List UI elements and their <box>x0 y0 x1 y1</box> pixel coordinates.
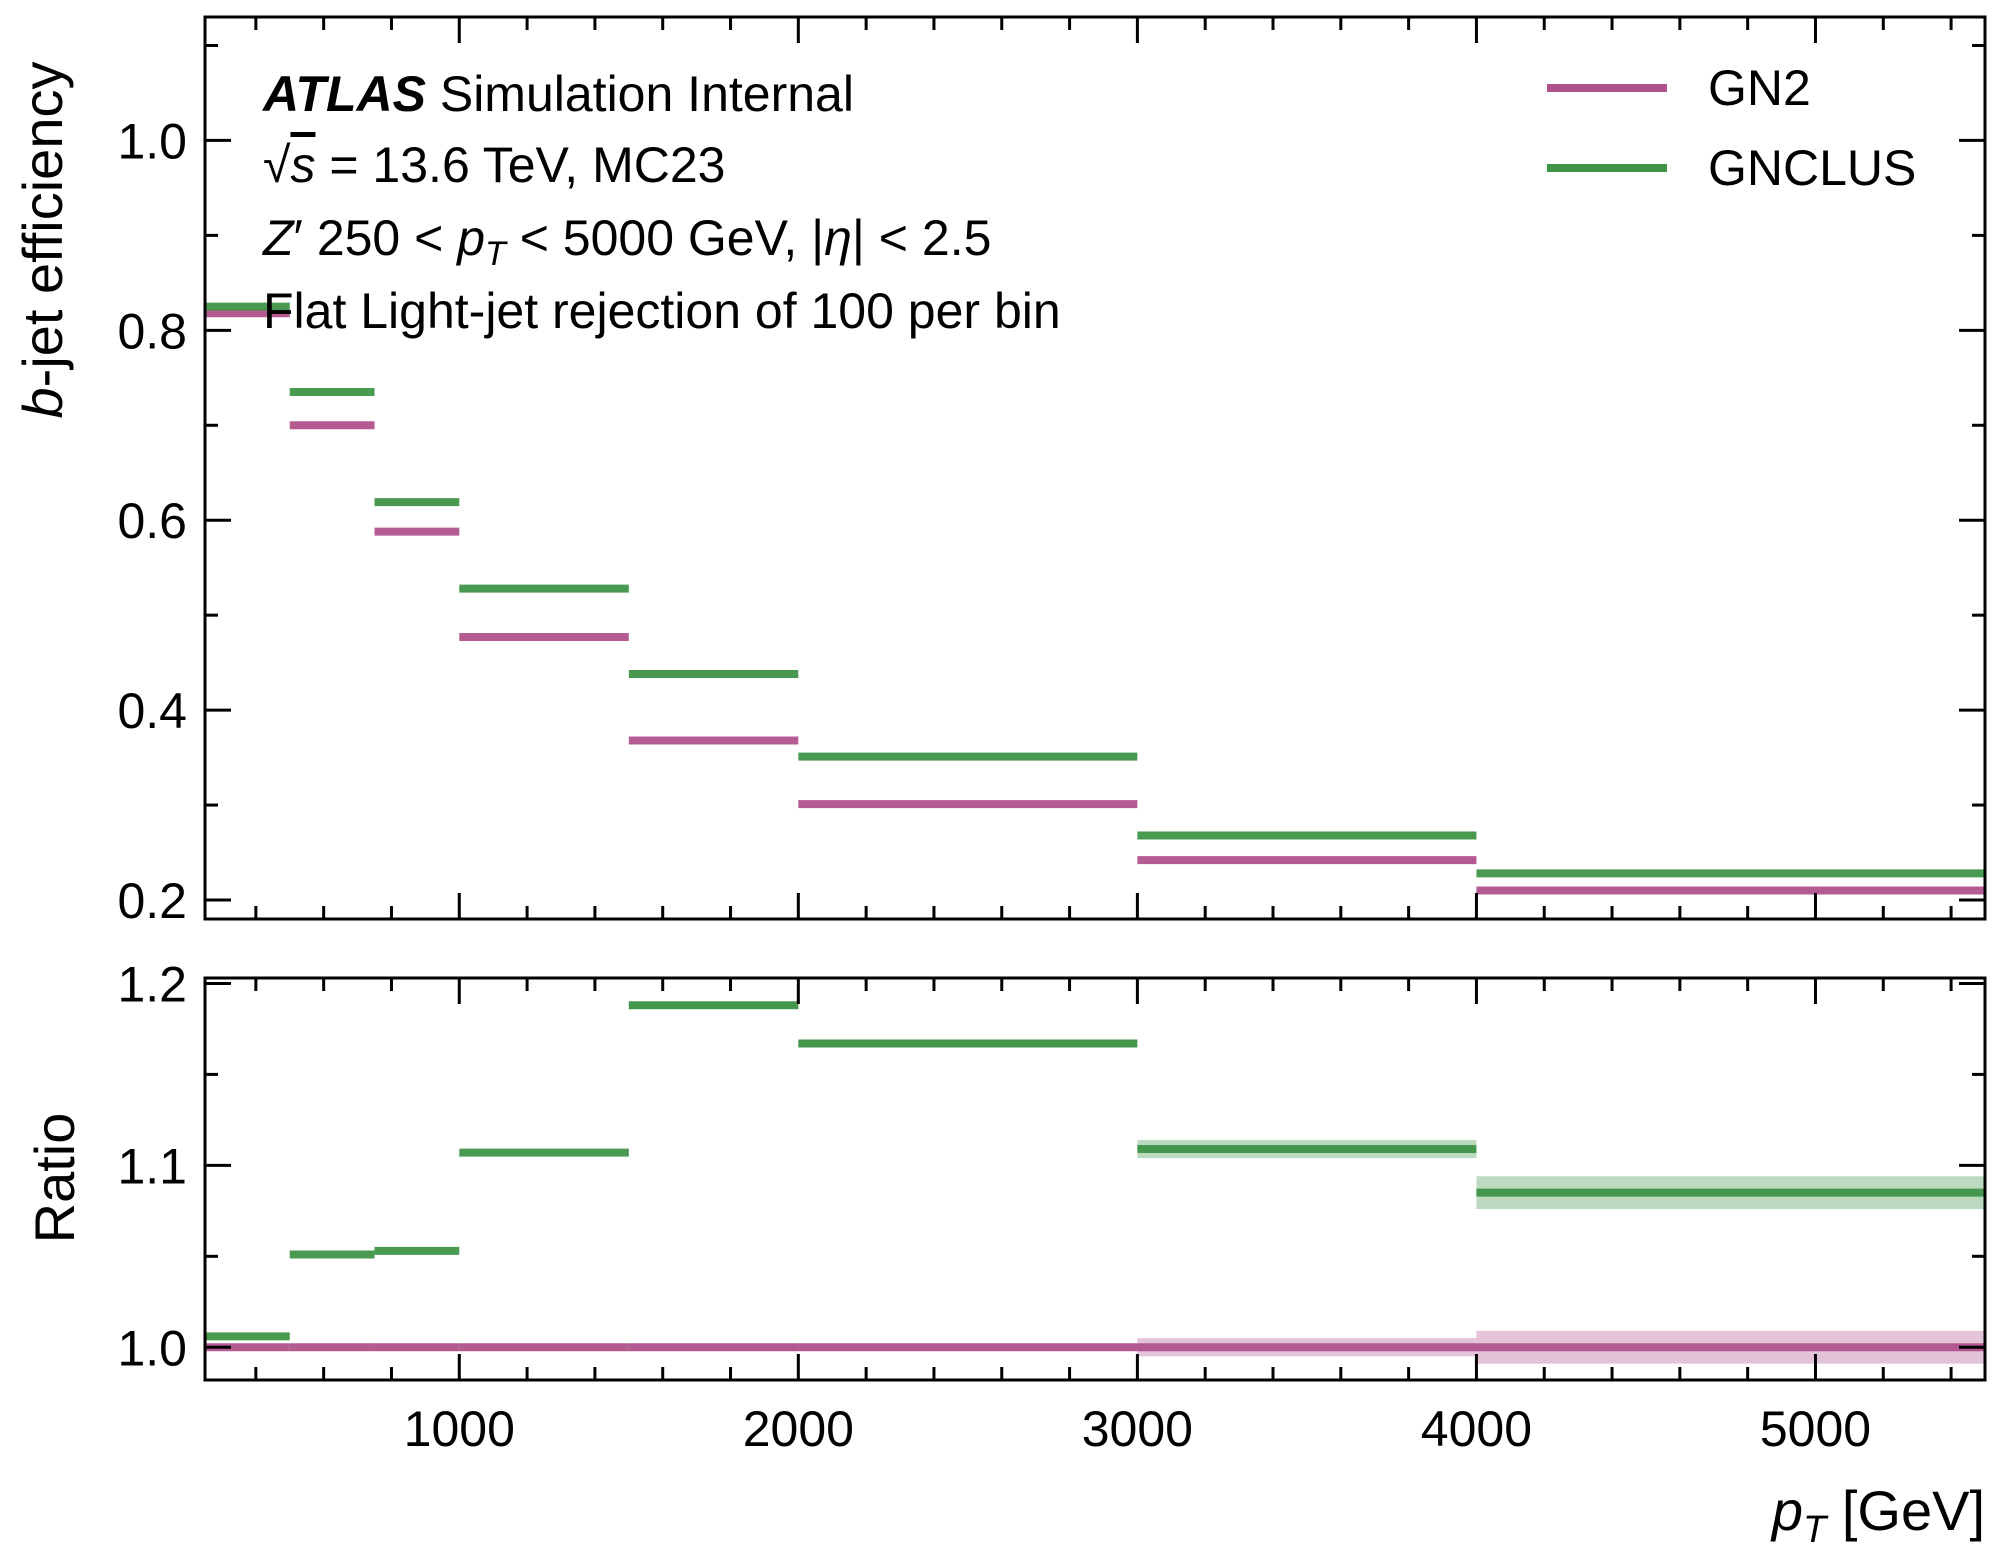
annotation-block: ATLAS Simulation Internal √s = 13.6 TeV,… <box>261 66 1061 339</box>
efficiency-panel: 0.2 0.4 0.6 0.8 1.0 b-jet efficiency ATLAS S… <box>11 15 1987 929</box>
energy-label: √s = 13.6 TeV, MC23 <box>263 137 725 193</box>
x-tick-label: 1000 <box>404 1401 515 1457</box>
y-tick-label: 0.8 <box>117 303 187 359</box>
x-tick-label: 5000 <box>1760 1401 1871 1457</box>
legend-gn2-label: GN2 <box>1708 60 1811 116</box>
ratio-y-axis-title: Ratio <box>23 1113 86 1244</box>
y-tick-label: 0.2 <box>117 873 187 929</box>
ratio-y-tick-labels: 1.0 1.1 1.2 <box>117 956 187 1376</box>
working-point-label: Flat Light-jet rejection of 100 per bin <box>263 283 1061 339</box>
ratio-ticks <box>205 978 1985 1380</box>
y-tick-label: 1.0 <box>117 113 187 169</box>
efficiency-plot-frame <box>203 15 1987 921</box>
x-tick-labels: 1000 2000 3000 4000 5000 <box>404 1401 1871 1457</box>
efficiency-y-tick-labels: 0.2 0.4 0.6 0.8 1.0 <box>117 113 187 929</box>
ratio-series-layer <box>205 1001 1985 1364</box>
efficiency-series-layer <box>205 302 1985 895</box>
x-tick-label: 3000 <box>1082 1401 1193 1457</box>
ratio-panel: 1.0 1.1 1.2 1000 2000 3000 4000 5000 Ratio pT … <box>23 956 1987 1551</box>
legend: GN2 GNCLUS <box>1547 60 1916 196</box>
y-tick-label: 1.2 <box>117 956 187 1012</box>
efficiency-y-axis-title: b-jet efficiency <box>11 62 74 419</box>
ratio-plot-frame <box>203 976 1987 1382</box>
y-tick-label: 1.0 <box>117 1320 187 1376</box>
atlas-logo-text: ATLAS <box>261 66 426 122</box>
x-axis-title: pT [GeV] <box>1770 1479 1985 1551</box>
efficiency-ticks <box>205 17 1985 919</box>
x-tick-label: 2000 <box>743 1401 854 1457</box>
x-tick-label: 4000 <box>1421 1401 1532 1457</box>
y-tick-label: 1.1 <box>117 1138 187 1194</box>
y-tick-label: 0.4 <box>117 683 187 739</box>
atlas-suffix: Simulation Internal <box>426 66 854 122</box>
selection-label: Z′ 250 < pT < 5000 GeV, |η| < 2.5 <box>262 210 991 273</box>
atlas-label: ATLAS Simulation Internal <box>261 66 854 122</box>
y-tick-label: 0.6 <box>117 493 187 549</box>
legend-gnclus-label: GNCLUS <box>1708 140 1916 196</box>
